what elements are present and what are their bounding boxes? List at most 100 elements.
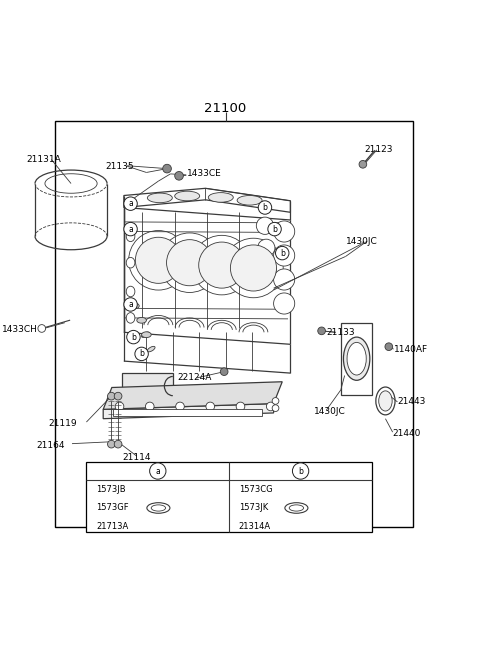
Circle shape — [274, 245, 295, 266]
Polygon shape — [124, 188, 290, 212]
Text: b: b — [263, 203, 267, 212]
Polygon shape — [103, 382, 282, 409]
Text: 21114: 21114 — [122, 453, 151, 462]
Ellipse shape — [147, 193, 172, 202]
Circle shape — [199, 242, 245, 288]
Circle shape — [359, 160, 367, 168]
Text: b: b — [139, 349, 144, 358]
Circle shape — [150, 463, 166, 479]
Text: 21100: 21100 — [204, 102, 247, 115]
Circle shape — [256, 217, 274, 234]
Text: b: b — [272, 225, 277, 234]
Text: 21713A: 21713A — [96, 522, 128, 531]
Text: 21123: 21123 — [365, 145, 393, 155]
Circle shape — [124, 197, 137, 210]
Ellipse shape — [126, 257, 135, 268]
Text: 21131A: 21131A — [26, 155, 61, 164]
Text: 1140AF: 1140AF — [394, 345, 428, 354]
Text: a: a — [128, 199, 133, 208]
Circle shape — [206, 402, 215, 411]
Circle shape — [266, 402, 275, 411]
Text: 1573JB: 1573JB — [96, 485, 126, 495]
Circle shape — [176, 402, 184, 411]
Text: b: b — [131, 333, 136, 342]
Circle shape — [274, 293, 295, 314]
Ellipse shape — [126, 312, 135, 323]
Text: b: b — [298, 466, 303, 476]
Text: b: b — [280, 249, 285, 257]
Text: a: a — [128, 225, 133, 234]
Circle shape — [129, 231, 188, 290]
Ellipse shape — [289, 505, 303, 511]
Text: 1573JK: 1573JK — [239, 504, 268, 512]
Bar — [113, 409, 262, 417]
Circle shape — [230, 245, 276, 291]
Text: 1573CG: 1573CG — [239, 485, 273, 495]
Circle shape — [220, 368, 228, 375]
Circle shape — [127, 330, 140, 344]
Ellipse shape — [142, 332, 151, 337]
Circle shape — [274, 269, 295, 290]
Bar — [55, 121, 413, 527]
Ellipse shape — [344, 337, 370, 381]
Text: 21119: 21119 — [48, 419, 77, 428]
Circle shape — [258, 239, 275, 257]
Circle shape — [115, 402, 124, 411]
Circle shape — [135, 237, 181, 284]
Circle shape — [268, 223, 281, 236]
Text: 1433CH: 1433CH — [2, 326, 38, 335]
Circle shape — [160, 233, 219, 293]
Bar — [341, 323, 372, 395]
Circle shape — [108, 440, 115, 448]
Text: 21135: 21135 — [106, 162, 134, 171]
Text: 1433CE: 1433CE — [187, 170, 222, 178]
Bar — [86, 462, 372, 531]
Circle shape — [175, 172, 183, 180]
Circle shape — [224, 238, 283, 298]
Circle shape — [114, 392, 122, 400]
Text: 1573GF: 1573GF — [96, 504, 129, 512]
Text: 21314A: 21314A — [239, 522, 271, 531]
Circle shape — [108, 392, 115, 400]
Ellipse shape — [126, 231, 135, 242]
Circle shape — [124, 298, 137, 311]
Circle shape — [38, 325, 46, 332]
Text: 1430JC: 1430JC — [346, 236, 377, 246]
Text: 22124A: 22124A — [178, 373, 212, 383]
Circle shape — [272, 405, 279, 411]
Circle shape — [135, 347, 148, 361]
Circle shape — [318, 327, 325, 335]
Circle shape — [276, 246, 289, 260]
Circle shape — [259, 261, 276, 278]
Circle shape — [385, 343, 393, 350]
Ellipse shape — [208, 193, 233, 202]
Circle shape — [258, 201, 272, 214]
Ellipse shape — [147, 346, 155, 352]
Circle shape — [167, 240, 213, 286]
Ellipse shape — [137, 318, 146, 323]
Text: 21133: 21133 — [326, 328, 355, 337]
Ellipse shape — [175, 191, 200, 201]
Circle shape — [274, 221, 295, 242]
Ellipse shape — [147, 502, 170, 514]
Circle shape — [124, 223, 137, 236]
Circle shape — [292, 463, 309, 479]
Text: 21164: 21164 — [36, 441, 64, 449]
Ellipse shape — [142, 332, 149, 337]
Circle shape — [163, 164, 171, 173]
Circle shape — [272, 398, 279, 404]
Text: a: a — [156, 466, 160, 476]
Text: 21443: 21443 — [397, 398, 426, 406]
Bar — [122, 373, 173, 400]
Text: 21440: 21440 — [393, 428, 421, 438]
Polygon shape — [103, 403, 274, 419]
Ellipse shape — [237, 195, 262, 205]
Ellipse shape — [151, 505, 166, 511]
Ellipse shape — [347, 343, 366, 375]
Circle shape — [236, 402, 245, 411]
Ellipse shape — [285, 502, 308, 514]
Circle shape — [114, 440, 122, 448]
Circle shape — [192, 235, 252, 295]
Ellipse shape — [376, 387, 395, 415]
Ellipse shape — [379, 391, 392, 411]
